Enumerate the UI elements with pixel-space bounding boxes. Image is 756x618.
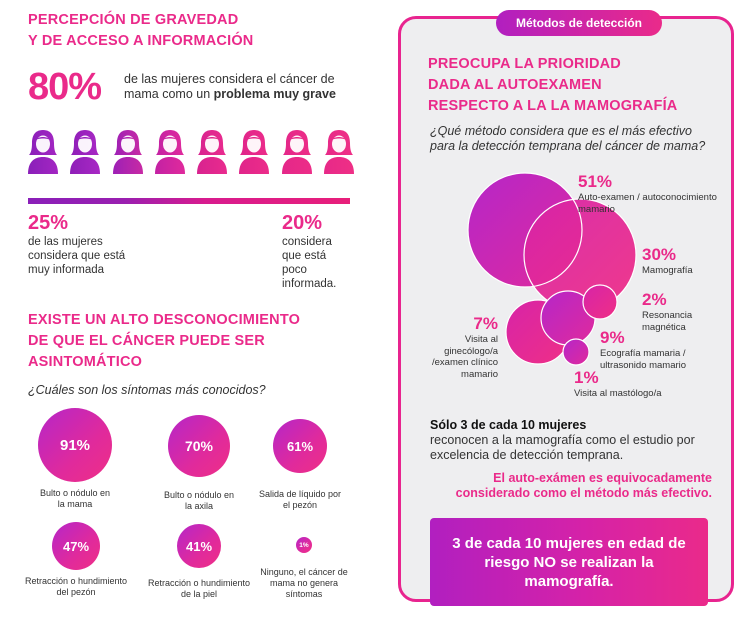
method-bubble-mastologist — [562, 338, 590, 366]
woman-icon — [28, 130, 58, 174]
self-exam-note: El auto-exámen es equivocadamente consid… — [455, 471, 712, 500]
method-bubble-self-exam-outline — [467, 172, 583, 288]
symptom-label: Bulto o nódulo en la mama — [39, 488, 111, 509]
woman-icon — [70, 130, 101, 174]
method-question: ¿Qué método considera que es el más efec… — [430, 124, 706, 153]
symptom-circle: 41% — [177, 524, 221, 568]
poorly-informed-stat: 20% considera que está poco informada. — [282, 212, 354, 291]
method-label-mammography: 30% Mamografía — [642, 245, 732, 277]
symptoms-question: ¿Cuáles son los síntomas más conocidos? — [28, 383, 266, 397]
woman-icon — [154, 130, 185, 174]
woman-icon — [197, 130, 228, 174]
priority-title-line1: PREOCUPA LA PRIORIDAD — [428, 56, 621, 72]
symptom-item: 91% Bulto o nódulo en la mama — [20, 408, 130, 510]
method-pct: 51% — [578, 172, 613, 191]
symptom-circle: 70% — [168, 415, 230, 477]
priority-title-line3: RESPECTO A LA LA MAMOGRAFÍA — [428, 98, 678, 114]
summary-text: reconocen a la mamografía como el estudi… — [430, 433, 695, 462]
perception-title: PERCEPCIÓN DE GRAVEDAD Y DE ACCESO A INF… — [28, 10, 253, 52]
asymptomatic-title-line3: ASINTOMÁTICO — [28, 354, 143, 370]
symptom-item: 61% Salida de líquido por el pezón — [248, 419, 352, 511]
method-text: Visita al ginecólogo/a /examen clínico m… — [431, 334, 498, 380]
perception-title-line2: Y DE ACCESO A INFORMACIÓN — [28, 33, 254, 49]
big-percentage: 80% — [28, 66, 102, 108]
woman-icon — [112, 130, 143, 174]
method-bubble-mri — [582, 284, 618, 320]
method-text: Visita al mastólogo/a — [574, 388, 662, 399]
method-bubble-mammography — [524, 199, 636, 311]
symptom-circle: 1% — [296, 537, 312, 553]
big-desc-text: de las mujeres considera el cáncer de ma… — [124, 72, 335, 101]
method-pct: 1% — [574, 368, 599, 387]
informed-text: de las mujeres considera que está muy in… — [28, 236, 126, 276]
symptom-circle: 47% — [52, 522, 100, 570]
methods-bubble-diagram — [467, 172, 637, 366]
summary-bold: Sólo 3 de cada 10 mujeres — [430, 418, 587, 432]
mammography-callout: 3 de cada 10 mujeres en edad de riesgo N… — [430, 518, 708, 606]
poorly-informed-text: considera que está poco informada. — [282, 236, 337, 290]
perception-title-line1: PERCEPCIÓN DE GRAVEDAD — [28, 12, 239, 28]
symptom-circle: 91% — [38, 408, 112, 482]
symptom-label: Bulto o nódulo en la axila — [163, 490, 235, 511]
symptom-item: 41% Retracción o hundimiento de la piel — [142, 524, 256, 600]
detection-tag: Métodos de detección — [496, 10, 662, 36]
women-icon-row — [26, 128, 356, 178]
woman-icon — [239, 130, 270, 174]
method-label-gynecologist: 7% Visita al ginecólogo/a /examen clínic… — [420, 314, 498, 380]
asymptomatic-title-line2: DE QUE EL CÁNCER PUEDE SER — [28, 333, 265, 349]
method-pct: 9% — [600, 328, 625, 347]
informed-stat: 25% de las mujeres considera que está mu… — [28, 212, 168, 277]
method-pct: 7% — [473, 314, 498, 333]
method-label-ultrasound: 9% Ecografía mamaria / ultrasonido mamar… — [600, 328, 730, 371]
priority-title: PREOCUPA LA PRIORIDAD DADA AL AUTOEXAMEN… — [428, 54, 728, 117]
symptom-label: Salida de líquido por el pezón — [258, 489, 342, 510]
symptom-item: 70% Bulto o nódulo en la axila — [144, 415, 254, 512]
method-pct: 2% — [642, 290, 667, 309]
symptom-label: Retracción o hundimiento del pezón — [24, 576, 128, 597]
asymptomatic-title-line1: EXISTE UN ALTO DESCONOCIMIENTO — [28, 312, 301, 328]
big-percentage-description: de las mujeres considera el cáncer de ma… — [124, 72, 364, 102]
symptom-label: Ninguno, el cáncer de mama no genera sín… — [260, 567, 348, 599]
priority-title-line2: DADA AL AUTOEXAMEN — [428, 77, 602, 93]
symptom-item: 47% Retracción o hundimiento del pezón — [14, 522, 138, 598]
symptom-circle: 61% — [273, 419, 327, 473]
method-label-mri: 2% Resonancia magnética — [642, 290, 722, 333]
method-pct: 30% — [642, 245, 677, 264]
informed-pct: 25% — [28, 212, 69, 234]
poorly-informed-pct: 20% — [282, 212, 323, 234]
method-text: Resonancia magnética — [642, 310, 693, 333]
information-bar — [28, 198, 350, 204]
woman-icon — [281, 130, 312, 174]
method-text: Ecografía mamaria / ultrasonido mamario — [600, 348, 687, 371]
symptom-item: 1% Ninguno, el cáncer de mama no genera … — [256, 537, 352, 600]
method-label-self-exam: 51% Auto-examen / autoconocimiento mamar… — [578, 172, 718, 215]
method-text: Mamografía — [642, 265, 693, 276]
method-label-mastologist: 1% Visita al mastólogo/a — [574, 368, 704, 400]
method-text: Auto-examen / autoconocimiento mamario — [578, 192, 717, 215]
symptom-label: Retracción o hundimiento de la piel — [147, 578, 251, 599]
woman-icon — [323, 130, 354, 174]
asymptomatic-title: EXISTE UN ALTO DESCONOCIMIENTO DE QUE EL… — [28, 310, 300, 373]
big-desc-bold: problema muy grave — [213, 87, 336, 101]
